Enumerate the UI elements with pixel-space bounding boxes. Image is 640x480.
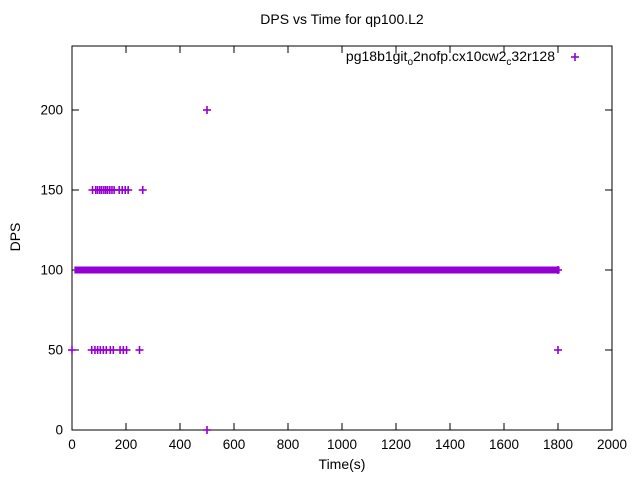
x-tick-label: 2000: [597, 437, 627, 452]
legend-label-text: 32r128: [511, 48, 555, 64]
y-tick-label: 150: [40, 183, 63, 198]
x-axis-label: Time(s): [318, 456, 366, 472]
plot-border: [71, 45, 613, 431]
y-tick-label: 0: [55, 423, 63, 438]
x-tick-label: 400: [169, 437, 192, 452]
chart-title: DPS vs Time for qp100.L2: [260, 11, 424, 27]
y-tick-label: 200: [40, 103, 63, 118]
x-tick-label: 1200: [381, 437, 411, 452]
x-tick-label: 0: [68, 437, 76, 452]
x-tick-label: 1000: [327, 437, 357, 452]
y-axis-label: DPS: [7, 222, 23, 252]
legend-label-text: 2nofp.cx10cw2: [413, 48, 507, 64]
legend-label-subscript: o: [407, 56, 413, 68]
x-tick-label: 600: [223, 437, 246, 452]
x-tick-label: 1600: [489, 437, 519, 452]
dense-points-band: [74, 266, 560, 274]
x-tick-label: 200: [115, 437, 138, 452]
y-tick-label: 50: [48, 343, 63, 358]
x-tick-label: 1400: [435, 437, 465, 452]
x-tick-label: 1800: [543, 437, 573, 452]
legend-label-subscript: c: [506, 56, 512, 68]
legend-series-label: pg18b1gito2nofp.cx10cw2c32r128: [345, 48, 555, 67]
y-tick-label: 100: [40, 263, 63, 278]
x-tick-label: 800: [277, 437, 300, 452]
legend-label-text: pg18b1git: [345, 48, 408, 64]
